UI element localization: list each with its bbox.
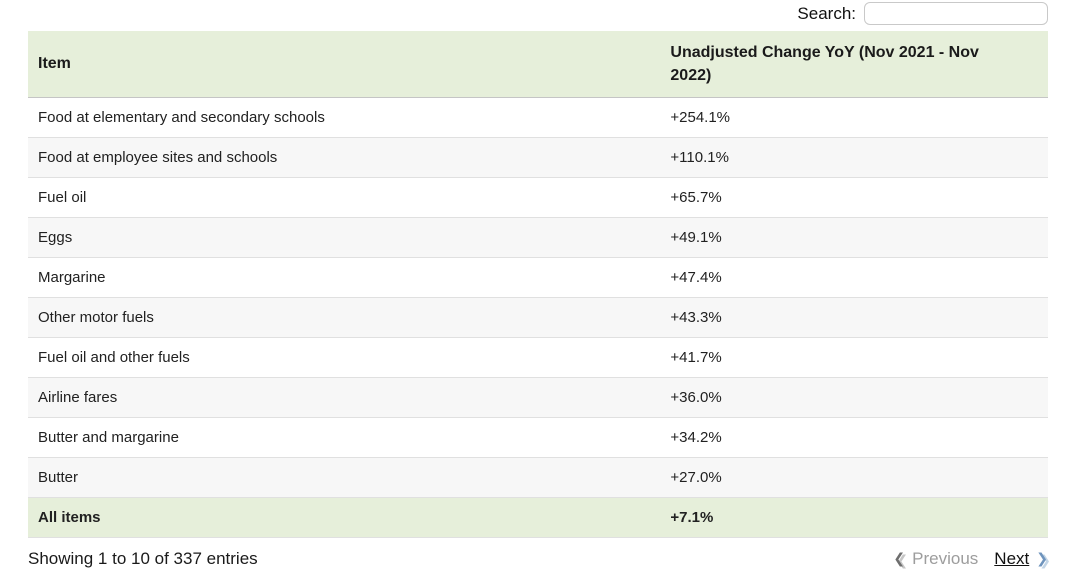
table-row: Food at employee sites and schools +110.1… [28, 137, 1048, 178]
item-cell: Food at employee sites and schools [28, 137, 661, 178]
header-row: Item Unadjusted Change YoY (Nov 2021 - N… [28, 31, 1048, 98]
search-bar: Search: [28, 0, 1048, 31]
previous-button-label: Previous [912, 549, 979, 568]
item-cell: Food at elementary and secondary schools [28, 97, 661, 138]
previous-button[interactable]: ❮ Previous [893, 549, 978, 569]
table-row: Other motor fuels +43.3% [28, 297, 1048, 338]
search-input[interactable] [864, 2, 1048, 25]
column-header-change-label: Unadjusted Change YoY (Nov 2021 - Nov 20… [670, 44, 979, 84]
change-cell: +254.1% [660, 97, 1048, 138]
table-row: All items +7.1% [28, 497, 1048, 538]
item-cell: All items [28, 497, 661, 538]
search-label: Search: [797, 3, 856, 23]
item-cell: Fuel oil and other fuels [28, 337, 661, 378]
table-row: Butter and margarine +34.2% [28, 417, 1048, 458]
item-cell: Butter and margarine [28, 417, 661, 458]
column-header-item-label: Item [38, 55, 71, 72]
change-cell: +34.2% [660, 417, 1048, 458]
table-row: Margarine +47.4% [28, 257, 1048, 298]
table-footer: Showing 1 to 10 of 337 entries ❮ Previou… [28, 549, 1048, 569]
column-header-item[interactable]: Item [28, 31, 661, 98]
table-row: Fuel oil and other fuels +41.7% [28, 337, 1048, 378]
datatable-widget: Search: Item Unadjusted Change YoY (Nov … [28, 0, 1048, 569]
change-cell: +36.0% [660, 377, 1048, 418]
table-body: Food at elementary and secondary schools… [28, 97, 1048, 538]
item-cell: Fuel oil [28, 177, 661, 218]
change-cell: +27.0% [660, 457, 1048, 498]
column-header-change[interactable]: Unadjusted Change YoY (Nov 2021 - Nov 20… [660, 31, 1048, 98]
table-row: Food at elementary and secondary schools… [28, 97, 1048, 138]
next-button-label: Next [994, 549, 1030, 568]
item-cell: Airline fares [28, 377, 661, 418]
change-cell: +110.1% [660, 137, 1048, 178]
change-cell: +41.7% [660, 337, 1048, 378]
table-row: Butter +27.0% [28, 457, 1048, 498]
item-cell: Eggs [28, 217, 661, 258]
next-button[interactable]: Next ❯ [994, 549, 1048, 569]
entries-info: Showing 1 to 10 of 337 entries [28, 549, 258, 568]
item-cell: Butter [28, 457, 661, 498]
chevron-right-icon: ❯ [1036, 551, 1048, 567]
table-row: Fuel oil +65.7% [28, 177, 1048, 218]
change-cell: +7.1% [660, 497, 1048, 538]
change-cell: +47.4% [660, 257, 1048, 298]
data-table: Item Unadjusted Change YoY (Nov 2021 - N… [28, 31, 1048, 538]
table-header: Item Unadjusted Change YoY (Nov 2021 - N… [28, 31, 1048, 98]
item-cell: Other motor fuels [28, 297, 661, 338]
change-cell: +43.3% [660, 297, 1048, 338]
chevron-left-icon: ❮ [893, 551, 906, 567]
table-row: Eggs +49.1% [28, 217, 1048, 258]
change-cell: +49.1% [660, 217, 1048, 258]
change-cell: +65.7% [660, 177, 1048, 218]
item-cell: Margarine [28, 257, 661, 298]
pagination: ❮ Previous Next ❯ [893, 549, 1048, 569]
table-row: Airline fares +36.0% [28, 377, 1048, 418]
